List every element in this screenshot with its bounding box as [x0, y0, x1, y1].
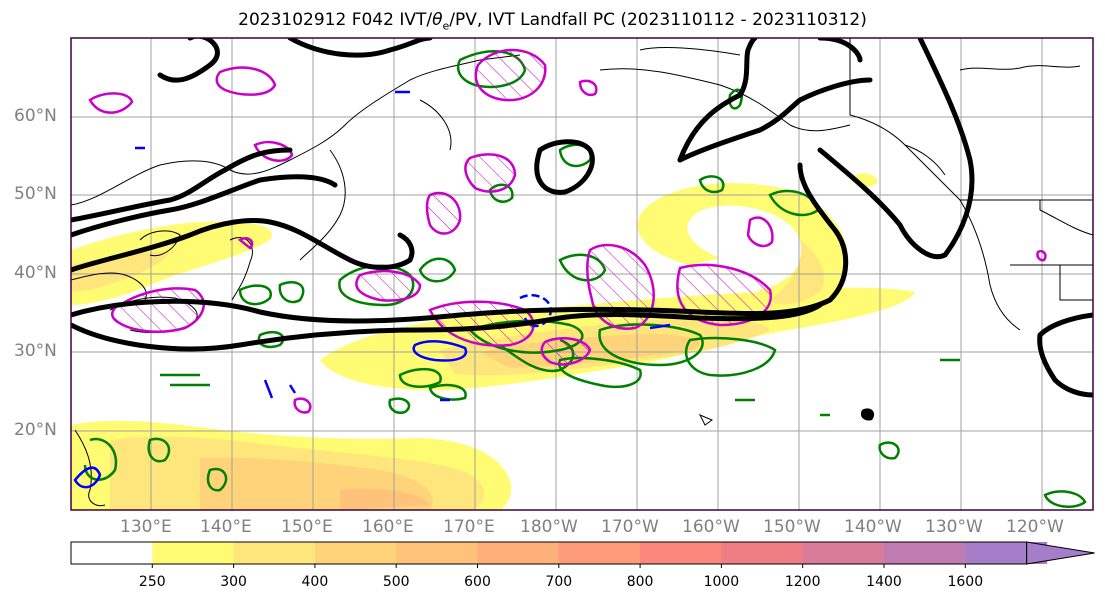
map-panel	[71, 38, 1093, 510]
lon-label-120w: 120°W	[1006, 517, 1064, 537]
map-title: 2023102912 F042 IVT/θe/PV, IVT Landfall …	[238, 10, 867, 33]
lat-label-60: 60°N	[14, 106, 57, 126]
lon-label-130w: 130°W	[925, 517, 983, 537]
lon-label-160w: 160°W	[682, 517, 740, 537]
island-fill	[860, 408, 875, 421]
lat-label-40: 40°N	[14, 263, 57, 283]
colorbar-tick-label: 400	[301, 574, 329, 590]
lon-label-130e: 130°E	[120, 517, 172, 537]
colorbar-tick-label: 700	[545, 574, 573, 590]
colorbar-tick-label: 1600	[947, 574, 984, 590]
colorbar-tick-label: 300	[220, 574, 247, 590]
colorbar-tick-label: 1000	[703, 574, 740, 590]
lon-label-150w: 150°W	[763, 517, 821, 537]
lat-label-50: 50°N	[14, 184, 57, 204]
colorbar-segment	[640, 542, 722, 564]
lon-label-180w: 180°W	[520, 517, 578, 537]
colorbar-segment	[314, 542, 397, 564]
colorbar-tick-label: 600	[464, 574, 491, 590]
colorbar-tick-label: 250	[138, 574, 166, 590]
colorbar-extend-arrow	[1026, 541, 1095, 565]
graticule	[71, 38, 1093, 510]
lon-label-170w: 170°W	[601, 517, 659, 537]
colorbar-segment	[71, 542, 153, 564]
colorbar-tick-label: 500	[382, 574, 410, 590]
colorbar-tick-label: 800	[626, 574, 654, 590]
colorbar-tick-label: 1400	[866, 574, 902, 590]
lon-label-140w: 140°W	[844, 517, 902, 537]
ivt-landfall-contours	[71, 38, 1093, 398]
colorbar-segment	[152, 542, 235, 564]
lon-label-160e: 160°E	[362, 517, 414, 537]
map-border	[70, 37, 1094, 511]
colorbar-segment	[721, 542, 804, 564]
lon-label-170e: 170°E	[443, 517, 495, 537]
colorbar-segment	[233, 542, 316, 564]
lat-label-30: 30°N	[14, 341, 57, 361]
lat-label-20: 20°N	[14, 420, 57, 440]
colorbar-segment	[396, 542, 478, 564]
colorbar	[70, 541, 1095, 568]
colorbar-segment	[477, 542, 560, 564]
colorbar-tick-label: 1200	[784, 574, 821, 590]
lon-label-150e: 150°E	[281, 517, 333, 537]
colorbar-segment	[558, 542, 641, 564]
colorbar-segment	[802, 542, 885, 564]
lon-label-140e: 140°E	[200, 517, 252, 537]
colorbar-segment	[884, 542, 966, 564]
colorbar-outline	[70, 541, 1028, 565]
